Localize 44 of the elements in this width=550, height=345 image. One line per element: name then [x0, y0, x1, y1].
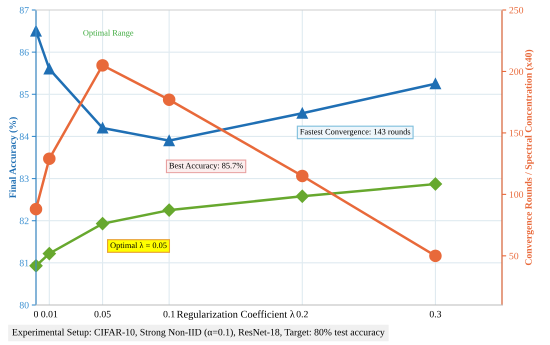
- point: [428, 177, 442, 191]
- point: [30, 202, 42, 216]
- y2-tick-label: 250: [509, 6, 524, 14]
- point: [44, 63, 55, 75]
- y2-tick-label: 150: [510, 130, 524, 136]
- y-tick-label: 80: [20, 302, 29, 308]
- point: [296, 170, 309, 182]
- point: [43, 152, 56, 165]
- point: [29, 259, 43, 272]
- x-axis-title: Regularization Coefficient λ: [176, 310, 295, 320]
- x-tick-label: 0.1: [163, 310, 175, 318]
- text: Experimental Setup: CIFAR-10, Strong Non-IID (α=0.1), ResNet-18, Target: 80% test accuracy: [12, 328, 385, 338]
- y2-tick-label: 200: [509, 68, 524, 75]
- annotation: Optimal Range: [83, 30, 134, 38]
- y-axis-title: Final Accuracy (%): [9, 117, 18, 198]
- point: [42, 247, 56, 260]
- point: [429, 250, 442, 262]
- annotation: Optimal λ = 0.05: [110, 242, 167, 250]
- point: [296, 108, 308, 119]
- y2-axis-title: Convergence Rounds / Spectral Concentration (x40): [524, 50, 534, 266]
- y-tick-label: 82: [20, 218, 29, 224]
- annotation: Fastest Convergence: 143 rounds: [300, 128, 410, 136]
- y-tick-label: 87: [20, 6, 29, 14]
- point: [296, 190, 309, 203]
- point: [430, 78, 441, 90]
- point: [164, 135, 175, 146]
- y-tick-label: 84: [20, 133, 29, 140]
- point: [96, 59, 109, 72]
- x-tick-label: 0.01: [41, 310, 58, 318]
- y-tick-label: 83: [20, 175, 29, 182]
- x-tick-label: 0: [34, 310, 38, 318]
- point: [162, 204, 176, 217]
- y-tick-label: 85: [20, 91, 29, 98]
- x-tick-label: 0.2: [296, 310, 308, 318]
- y2-tick-label: 100: [510, 191, 524, 198]
- y-tick-label: 81: [20, 260, 28, 266]
- y2-tick-label: 50: [510, 252, 518, 260]
- annotation: Best Accuracy: 85.7%: [169, 162, 243, 170]
- point: [96, 217, 110, 230]
- x-tick-label: 0.05: [94, 310, 111, 318]
- x-tick-label: 0.3: [430, 310, 442, 318]
- y-tick-label: 86: [20, 49, 29, 56]
- point: [162, 93, 176, 106]
- point: [97, 122, 108, 134]
